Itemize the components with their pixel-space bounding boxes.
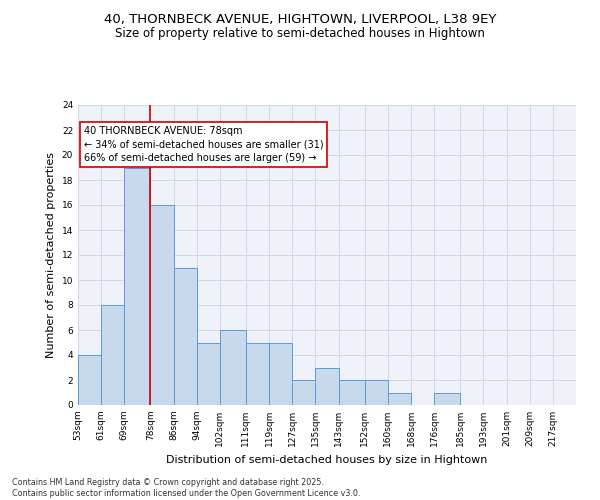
Bar [124,168,151,405]
Bar [365,380,388,405]
Bar [316,368,338,405]
Bar [101,305,124,405]
Bar [173,268,197,405]
Bar [292,380,316,405]
Bar [197,342,220,405]
Bar [151,205,173,405]
Bar [338,380,365,405]
Bar [220,330,246,405]
Text: Size of property relative to semi-detached houses in Hightown: Size of property relative to semi-detach… [115,28,485,40]
Text: Contains HM Land Registry data © Crown copyright and database right 2025.
Contai: Contains HM Land Registry data © Crown c… [12,478,361,498]
Bar [78,355,101,405]
Y-axis label: Number of semi-detached properties: Number of semi-detached properties [46,152,56,358]
Text: 40, THORNBECK AVENUE, HIGHTOWN, LIVERPOOL, L38 9EY: 40, THORNBECK AVENUE, HIGHTOWN, LIVERPOO… [104,12,496,26]
Bar [388,392,411,405]
Bar [246,342,269,405]
Bar [434,392,460,405]
Bar [269,342,292,405]
Text: 40 THORNBECK AVENUE: 78sqm
← 34% of semi-detached houses are smaller (31)
66% of: 40 THORNBECK AVENUE: 78sqm ← 34% of semi… [84,126,323,162]
X-axis label: Distribution of semi-detached houses by size in Hightown: Distribution of semi-detached houses by … [166,454,488,464]
